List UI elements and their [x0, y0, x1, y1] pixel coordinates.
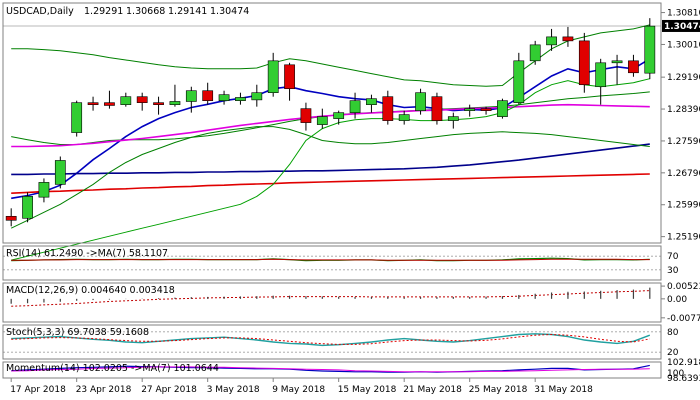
candle-body: [578, 40, 590, 86]
date-label: 15 May 2018: [338, 385, 397, 395]
candle-body: [54, 160, 66, 185]
candle-body: [267, 60, 279, 94]
candle-body: [464, 108, 476, 111]
momentum-tick-label: 98.6393: [667, 374, 700, 384]
last-price-badge: [662, 19, 700, 32]
overlay-line-3: [11, 143, 650, 176]
date-label: 9 May 2018: [272, 385, 325, 395]
overlay-line-4: [11, 173, 650, 194]
macd-tick-label: -0.007789: [667, 314, 700, 324]
rsi-ma-line: [11, 258, 650, 261]
candle-body: [628, 60, 639, 74]
price-tick-label: 1.26790: [667, 169, 700, 179]
price-tick-label: 1.30810: [667, 9, 700, 19]
momentum-tick-label: 102.9188: [667, 358, 700, 368]
overlay-line-0: [11, 58, 651, 200]
momentum-tick-label: 100: [667, 369, 684, 379]
ohlc-value: 1.30668: [126, 6, 165, 17]
macd-label: MACD(12,26,9) 0.004640 0.003418: [6, 285, 175, 296]
macd-tick-label: 0.005232: [667, 282, 700, 292]
candle-body: [5, 215, 17, 221]
overlay-line-1: [11, 91, 650, 145]
candle-body: [349, 100, 361, 113]
candle-body: [87, 102, 99, 105]
candle-body: [611, 60, 623, 64]
candle-body: [529, 44, 541, 62]
candle-body: [398, 114, 410, 121]
stoch-k-line: [11, 333, 651, 347]
date-label: 17 Apr 2018: [10, 385, 66, 395]
candle-body: [644, 25, 656, 74]
price-tick-label: 1.28390: [667, 105, 700, 115]
rsi-pane-border: [2, 245, 662, 281]
candle-body: [104, 102, 115, 106]
candle-body: [415, 92, 426, 111]
date-label: 21 May 2018: [403, 385, 462, 395]
ohlc-value: 1.29291: [84, 6, 123, 17]
rsi-level-label: 30: [667, 266, 679, 276]
candle-body: [546, 36, 557, 46]
overlay-line-7: [11, 78, 650, 261]
price-tick-label: 1.25990: [667, 201, 700, 211]
candle-body: [136, 96, 148, 103]
chart-title: USDCAD,Daily: [6, 6, 74, 17]
overlay-line-5: [11, 24, 650, 87]
candle-body: [300, 108, 312, 123]
candle-body: [366, 98, 377, 105]
main-pane-border: [2, 2, 662, 244]
overlay-line-2: [11, 103, 650, 148]
candle-body: [38, 182, 50, 198]
macd-tick-label: 0.00: [667, 295, 687, 305]
ohlc-value: 1.29141: [168, 6, 207, 17]
date-label: 3 May 2018: [207, 385, 260, 395]
candle-body: [120, 96, 132, 105]
candle-body: [431, 96, 443, 121]
overlay-line-6: [10, 126, 650, 229]
price-tick-label: 1.25190: [667, 233, 700, 243]
candle-body: [153, 102, 164, 105]
candle-body: [333, 112, 345, 119]
candle-body: [218, 94, 230, 101]
candle-body: [382, 96, 394, 121]
date-label: 23 Apr 2018: [76, 385, 132, 395]
stoch-label: Stoch(5,3,3) 69.7038 59.1608: [6, 327, 149, 338]
candle-body: [595, 62, 607, 88]
stoch-level-label: 20: [667, 348, 679, 358]
stoch-level-label: 80: [667, 328, 679, 338]
candle-body: [71, 102, 83, 133]
candle-body: [497, 100, 508, 117]
rsi-level-label: 70: [667, 252, 679, 262]
date-label: 27 Apr 2018: [141, 385, 197, 395]
candle-body: [316, 116, 328, 125]
momentum-label: Momentum(14) 102.0205 ->MA(7) 101.0644: [6, 363, 219, 374]
ohlc-value: 1.30474: [210, 6, 249, 17]
candle-body: [284, 64, 295, 90]
candle-body: [562, 36, 574, 42]
candle-body: [513, 60, 525, 103]
momentum-pane-border: [2, 361, 662, 379]
macd-pane-border: [2, 282, 662, 323]
date-label: 25 May 2018: [469, 385, 528, 395]
candle-body: [185, 90, 197, 102]
price-tick-label: 1.30010: [667, 40, 700, 50]
stoch-d-line: [11, 333, 650, 345]
momentum-ma-line: [11, 366, 650, 373]
candle-body: [202, 90, 214, 101]
candle-body: [22, 196, 33, 219]
stoch-pane-border: [2, 324, 662, 360]
price-tick-label: 1.27590: [667, 137, 700, 147]
price-tick-label: 1.29190: [667, 73, 700, 83]
candle-body: [251, 92, 263, 101]
rsi-label: RSI(14) 61.2490 ->MA(7) 58.1107: [6, 248, 168, 259]
date-label: 31 May 2018: [534, 385, 593, 395]
candle-body: [447, 116, 459, 121]
momentum-line: [11, 364, 650, 373]
candle-body: [235, 97, 246, 101]
candle-body: [480, 108, 492, 111]
macd-signal-line: [11, 290, 650, 307]
last-price-label: 1.30474: [664, 22, 700, 32]
candle-body: [169, 101, 181, 105]
